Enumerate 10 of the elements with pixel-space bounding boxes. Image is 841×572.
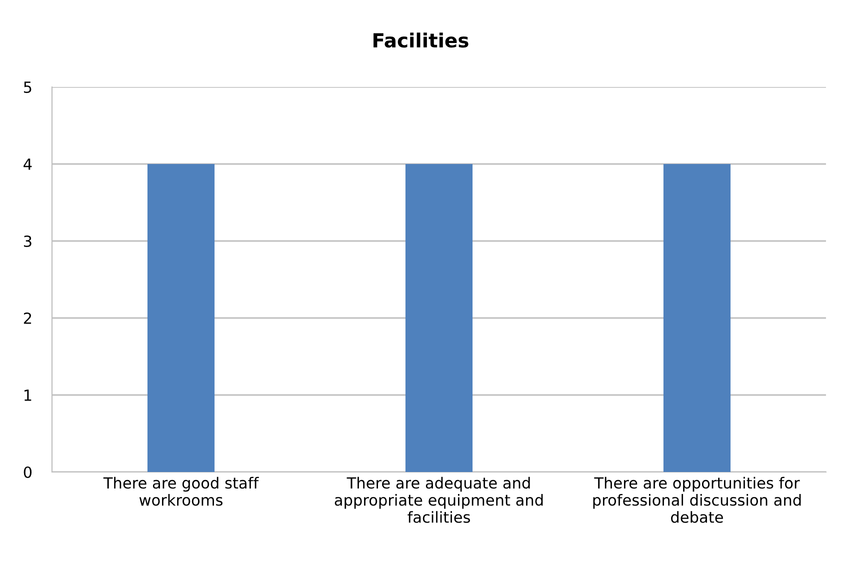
x-tick-label: There are opportunities for professional discussion and debate bbox=[593, 476, 801, 523]
y-tick-label: 2 bbox=[24, 312, 32, 324]
y-tick-label: 0 bbox=[24, 466, 32, 478]
x-tick-label: There are adequate and appropriate equipment and facilities bbox=[334, 476, 543, 523]
y-tick-label: 5 bbox=[24, 82, 32, 94]
x-tick-label: There are good staff workrooms bbox=[103, 476, 259, 506]
y-tick-label: 4 bbox=[24, 158, 32, 170]
chart-title: Facilities bbox=[374, 32, 468, 48]
y-tick-label: 3 bbox=[24, 235, 32, 248]
y-tick-label: 1 bbox=[24, 390, 32, 401]
